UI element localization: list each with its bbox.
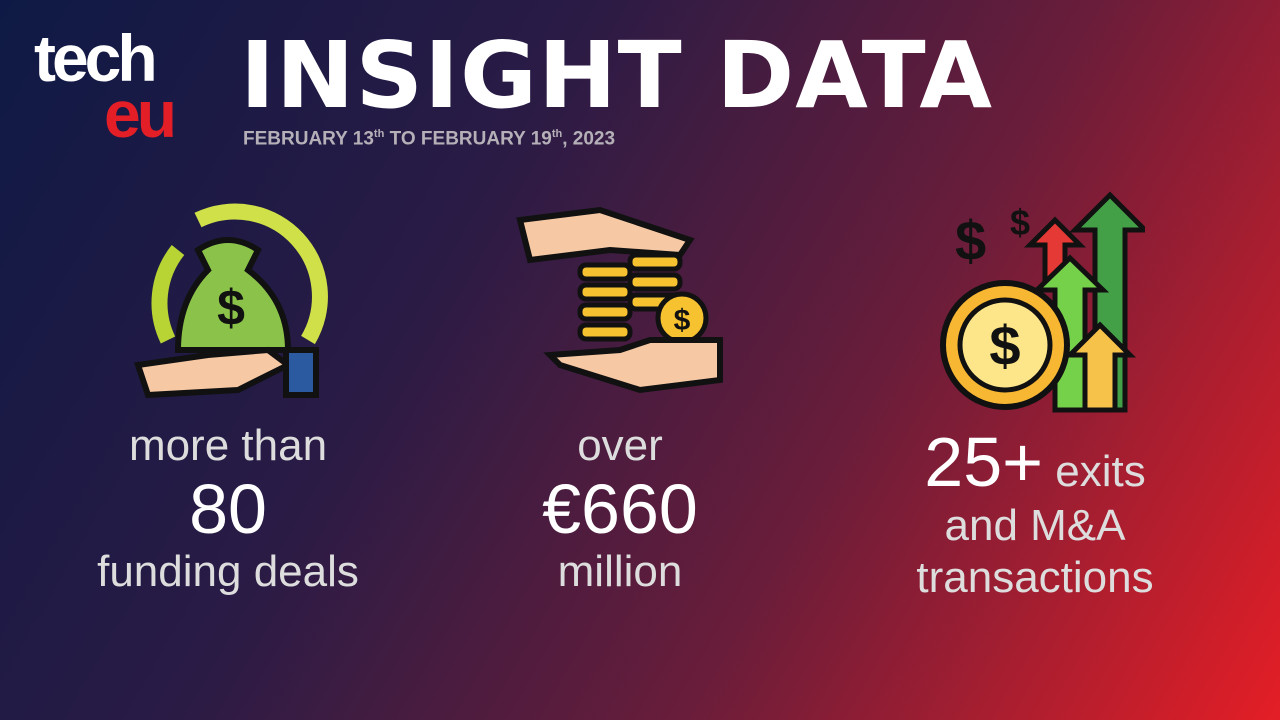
stat-exits: $ $ $ 25+ exits and M&A transactions — [855, 190, 1215, 605]
date-range: FEBRUARY 13th TO FEBRUARY 19th, 2023 — [243, 128, 616, 150]
page-title: INSIGHT DATA — [240, 22, 994, 129]
stat-value: €660 — [542, 469, 698, 548]
stat-line3: transactions — [916, 553, 1154, 603]
svg-text:$: $ — [955, 209, 986, 272]
stat-suffix: exits — [1043, 447, 1146, 496]
stat-value: 80 — [189, 469, 267, 548]
hands-coins-icon: $ — [516, 206, 723, 394]
money-bag-cycle-icon: $ — [134, 203, 328, 399]
stat-amount: $ over €660 million — [440, 190, 800, 599]
coin-growth-arrows-icon: $ $ $ — [940, 191, 1145, 413]
svg-text:$: $ — [217, 280, 245, 336]
techeu-logo: tech eu — [34, 21, 194, 151]
logo-eu: eu — [104, 77, 177, 151]
stat-value: 25+ — [924, 423, 1044, 501]
stat-line2: and M&A — [944, 500, 1126, 550]
svg-text:$: $ — [989, 314, 1020, 377]
stat-top: more than — [128, 421, 328, 470]
svg-text:$: $ — [1010, 202, 1030, 243]
stat-top: over — [577, 421, 663, 470]
logo-tech: tech — [34, 21, 158, 95]
svg-text:$: $ — [674, 304, 691, 337]
stat-funding-deals: $ more than 80 funding deals — [48, 190, 408, 599]
stat-bottom: funding deals — [97, 547, 359, 597]
stat-bottom: million — [557, 547, 683, 597]
